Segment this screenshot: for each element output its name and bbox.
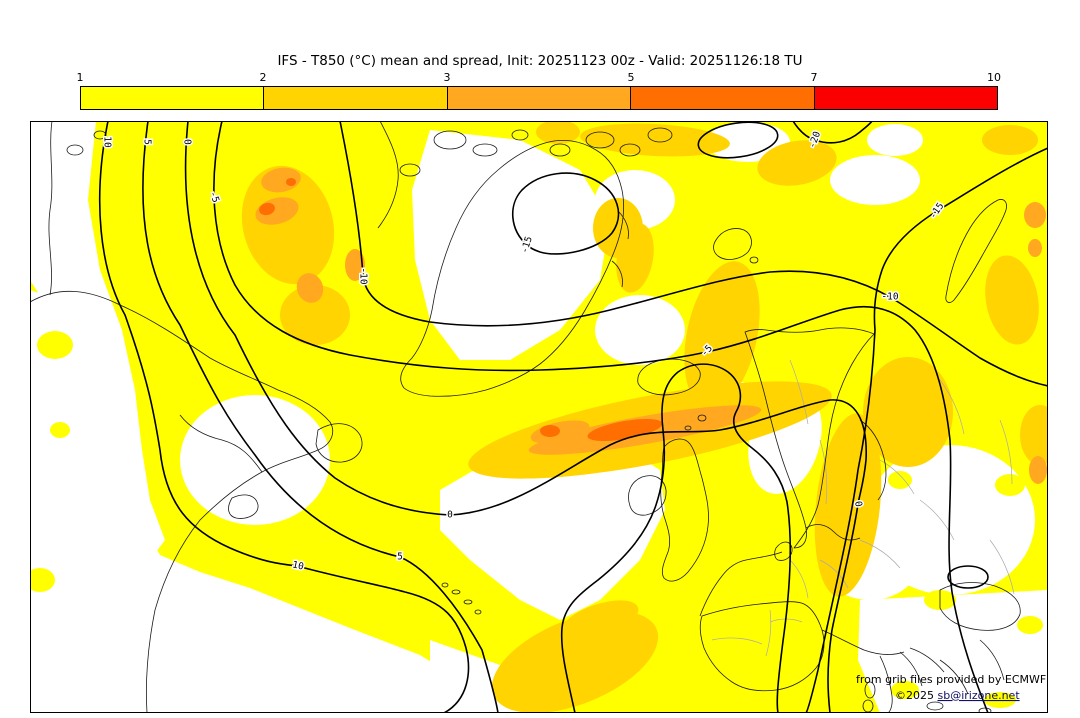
contour-label: -10 [881, 292, 898, 303]
colorbar-ticks: 1 2 3 5 7 10 [76, 71, 1002, 84]
colorbar-tick: 2 [259, 71, 267, 84]
spread-yellow-accents [30, 331, 1043, 711]
contour-0 [184, 121, 867, 713]
contour-5-east [560, 363, 791, 713]
contour-label: 0 [181, 139, 192, 146]
coast-ireland [628, 475, 667, 516]
coast-great-britain [660, 438, 709, 582]
contour-label: 10 [291, 559, 305, 572]
temperature-contours [98, 121, 1048, 713]
contour-minus20 [792, 121, 873, 144]
attribution-copyright: ©2025 sb@irizone.net [895, 689, 1020, 702]
colorbar-segment-1-2 [81, 87, 265, 109]
contour-label: 10 [102, 136, 113, 148]
contour-label: 5 [142, 139, 153, 145]
coastlines [30, 121, 1021, 713]
map-border [30, 121, 1048, 713]
contour-closed-blacksea [947, 565, 989, 589]
colorbar-tick: 3 [443, 71, 451, 84]
colorbar-segment-7-10 [814, 87, 998, 109]
page-title: IFS - T850 (°C) mean and spread, Init: 2… [277, 53, 803, 69]
colorbar-tick: 5 [627, 71, 635, 84]
coast-svalbard [713, 228, 752, 260]
contour-minus10 [339, 121, 1048, 387]
country-borders [711, 359, 1015, 657]
coast-novaya-zemlya [945, 199, 1007, 303]
contour-5-west [142, 121, 499, 713]
attribution-email-link[interactable]: sb@irizone.net [938, 689, 1021, 702]
contour-closed-arctic [697, 121, 779, 159]
copyright-year: ©2025 [895, 689, 938, 702]
colorbar-tick: 7 [810, 71, 818, 84]
contour-label: -10 [358, 267, 369, 284]
spread-dark-orange-regions [259, 178, 663, 442]
coast-scandinavia [744, 327, 875, 549]
colorbar-segment-5-7 [631, 87, 815, 109]
colorbar-tick: 10 [987, 71, 1001, 84]
contour-minus15-northeast [805, 147, 1048, 713]
spread-colorbar [80, 86, 998, 110]
contour-label: 0 [447, 510, 453, 521]
contour-label: 5 [397, 552, 403, 563]
contour-10 [98, 121, 470, 713]
colorbar-segment-2-3 [264, 87, 448, 109]
coast-iceland [637, 358, 701, 396]
contour-minus15-greenland [511, 172, 620, 255]
coast-iberia [699, 601, 825, 692]
coast-italy [879, 655, 893, 713]
coast-north-america [30, 290, 334, 713]
weather-map: 10 5 0 -5 -10 -15 -20 -15 -10 -5 0 5 10 … [30, 121, 1048, 713]
coast-newfoundland [315, 423, 363, 463]
attribution-source: from grib files provided by ECMWF [856, 673, 1046, 686]
contour-label: 0 [852, 500, 864, 508]
coast-greenland [400, 139, 624, 397]
colorbar-tick: 1 [76, 71, 84, 84]
contour-minus5 [213, 121, 989, 713]
colorbar-segment-3-5 [447, 87, 632, 109]
